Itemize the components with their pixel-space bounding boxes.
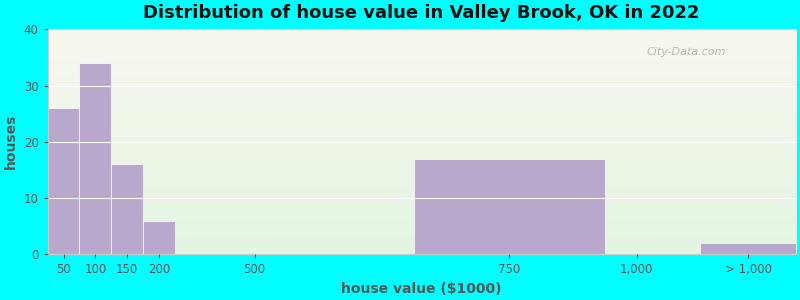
Bar (111, 164, 143, 254)
Bar (143, 220, 175, 254)
Bar (414, 159, 605, 254)
Title: Distribution of house value in Valley Brook, OK in 2022: Distribution of house value in Valley Br… (143, 4, 700, 22)
Bar (48, 108, 79, 254)
X-axis label: house value ($1000): house value ($1000) (342, 282, 502, 296)
Text: City-Data.com: City-Data.com (646, 47, 726, 57)
Bar (700, 243, 796, 254)
Y-axis label: houses: houses (4, 114, 18, 170)
Bar (79, 63, 111, 254)
